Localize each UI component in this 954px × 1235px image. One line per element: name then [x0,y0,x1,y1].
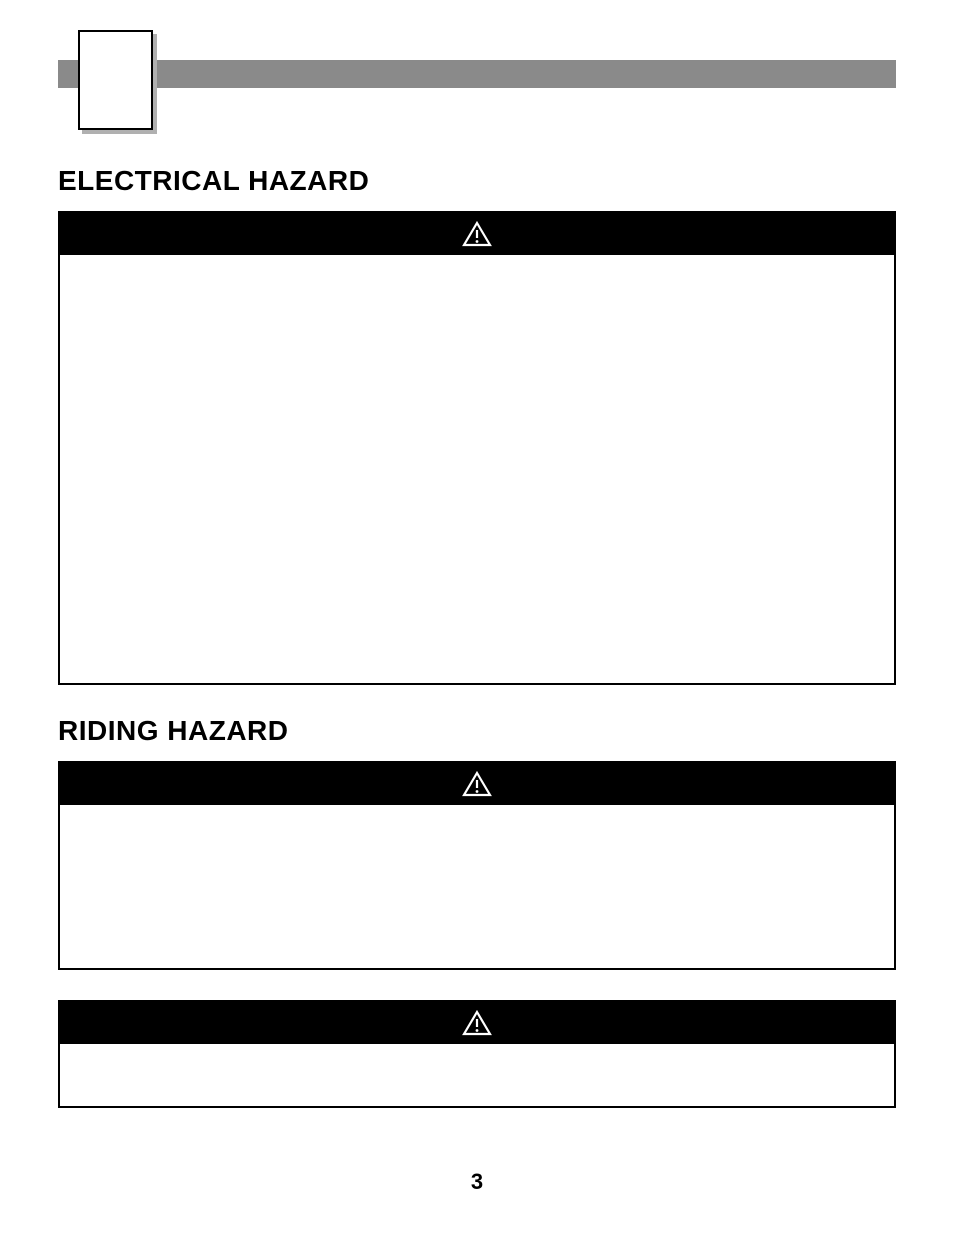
warning-box-riding-2 [58,1000,896,1108]
page-icon [78,30,153,130]
warning-body [60,1044,894,1106]
warning-box-electrical [58,211,896,685]
warning-header [60,763,894,805]
warning-body [60,255,894,683]
page-number: 3 [0,1169,954,1195]
header-grey-bar [58,60,896,88]
warning-header [60,213,894,255]
section-title-riding-hazard: RIDING HAZARD [58,715,896,747]
warning-icon [462,221,492,247]
warning-header [60,1002,894,1044]
warning-box-riding-1 [58,761,896,970]
warning-icon [462,771,492,797]
section-title-electrical-hazard: ELECTRICAL HAZARD [58,165,896,197]
warning-icon [462,1010,492,1036]
page-header [58,30,896,145]
warning-body [60,805,894,968]
